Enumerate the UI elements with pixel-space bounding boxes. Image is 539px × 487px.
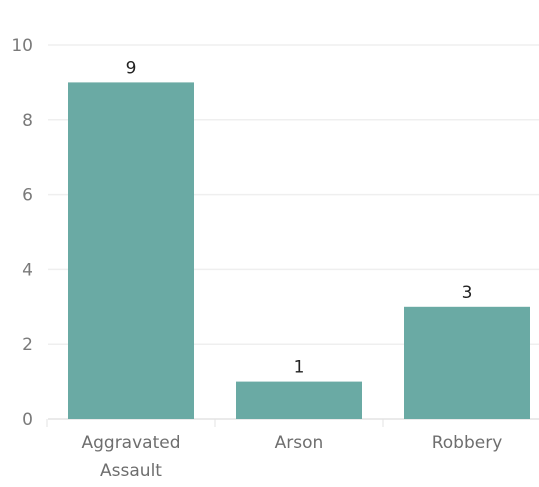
category-label: Arson <box>275 433 324 453</box>
y-tick-label: 6 <box>22 186 33 206</box>
bar-aggravated-assault <box>68 82 194 420</box>
bar-arson <box>236 381 362 419</box>
category-label: Assault <box>100 461 162 481</box>
y-tick-label: 0 <box>22 410 33 430</box>
y-tick-label: 2 <box>22 335 33 355</box>
y-tick-label: 4 <box>22 260 33 280</box>
labels: 0 2 4 6 8 10 9 Aggravated Assault 1 Arson 3 Robbery <box>11 36 502 481</box>
bar-robbery <box>404 306 530 419</box>
data-label: 3 <box>462 283 473 303</box>
category-label: Robbery <box>432 433 503 453</box>
y-tick-label: 8 <box>22 111 33 131</box>
data-label: 9 <box>126 58 137 78</box>
data-label: 1 <box>294 358 305 378</box>
y-tick-label: 10 <box>11 36 33 56</box>
bars <box>68 82 530 420</box>
category-label: Aggravated <box>81 433 180 453</box>
axes <box>46 418 539 427</box>
